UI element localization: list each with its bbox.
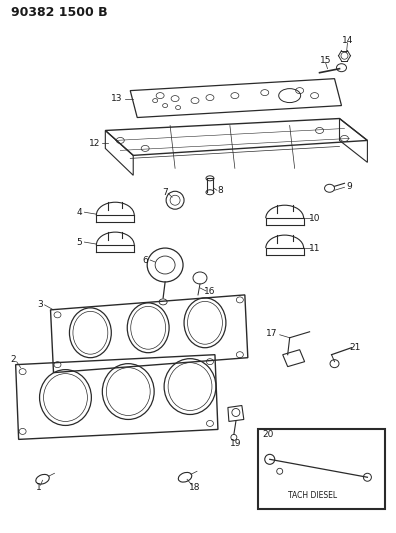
Text: 3: 3 xyxy=(37,301,42,309)
Text: 19: 19 xyxy=(230,439,242,448)
Text: 12: 12 xyxy=(89,139,100,148)
Text: 4: 4 xyxy=(77,208,82,217)
Text: 20: 20 xyxy=(263,430,274,439)
Text: 5: 5 xyxy=(77,238,82,247)
Text: 8: 8 xyxy=(217,186,223,195)
Text: TACH DIESEL: TACH DIESEL xyxy=(288,491,337,500)
Text: 14: 14 xyxy=(342,36,353,45)
Text: 6: 6 xyxy=(143,255,148,264)
Text: 9: 9 xyxy=(346,182,352,191)
Text: 16: 16 xyxy=(204,287,216,296)
Text: 13: 13 xyxy=(111,94,122,103)
Text: 10: 10 xyxy=(309,214,320,223)
Bar xyxy=(258,430,385,509)
Text: 7: 7 xyxy=(162,188,168,197)
Text: 17: 17 xyxy=(266,329,278,338)
Text: 2: 2 xyxy=(11,355,16,364)
Text: 21: 21 xyxy=(350,343,361,352)
Text: 90382 1500 B: 90382 1500 B xyxy=(11,6,107,19)
Text: 18: 18 xyxy=(189,483,201,492)
Text: 1: 1 xyxy=(36,483,42,492)
Text: 15: 15 xyxy=(320,56,331,65)
Text: 11: 11 xyxy=(309,244,320,253)
